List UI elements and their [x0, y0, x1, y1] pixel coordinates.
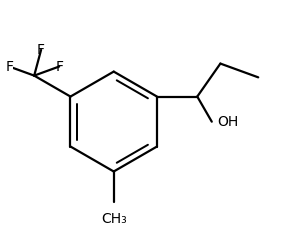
Text: F: F — [55, 60, 63, 73]
Text: OH: OH — [217, 115, 239, 129]
Text: F: F — [37, 43, 45, 57]
Text: CH₃: CH₃ — [101, 212, 126, 226]
Text: F: F — [5, 60, 13, 73]
